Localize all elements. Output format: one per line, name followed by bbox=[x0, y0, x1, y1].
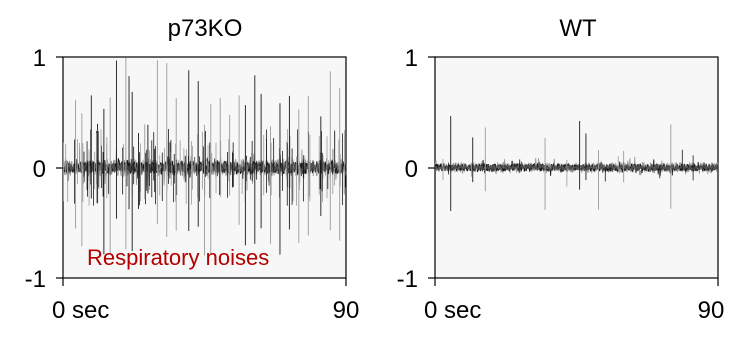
y-tick-label-1: 1 bbox=[33, 45, 46, 72]
chart-title: WT bbox=[559, 15, 597, 42]
signal-traces bbox=[62, 57, 347, 256]
y-tick-label-minus-1: -1 bbox=[25, 266, 46, 293]
y-tick-label-0: 0 bbox=[405, 156, 418, 183]
y-tick-label-minus-1: -1 bbox=[397, 266, 418, 293]
x-tick-label-end: 90 bbox=[333, 297, 360, 324]
panel-p73ko: p73KO 1 0 -1 0 sec 90 Respiratory noises bbox=[25, 15, 360, 324]
y-tick-label-1: 1 bbox=[405, 45, 418, 72]
annotation-respiratory-noises: Respiratory noises bbox=[87, 245, 269, 270]
y-tick-label-0: 0 bbox=[33, 156, 46, 183]
panel-wt: WT 1 0 -1 0 sec 90 bbox=[397, 15, 725, 324]
x-tick-label-start: 0 sec bbox=[424, 297, 481, 324]
x-tick-label-start: 0 sec bbox=[52, 297, 109, 324]
signal-traces bbox=[434, 116, 719, 211]
x-tick-label-end: 90 bbox=[698, 297, 725, 324]
chart-title: p73KO bbox=[168, 15, 243, 42]
